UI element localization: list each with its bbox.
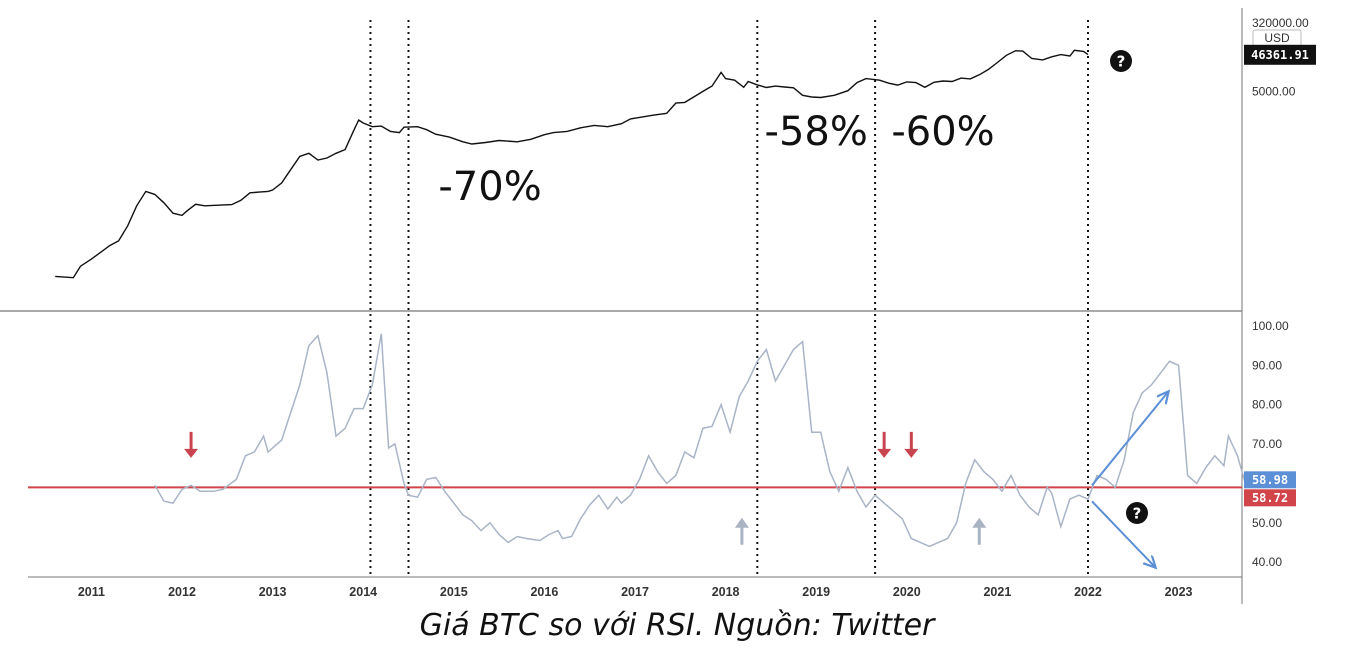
price-series-line [55, 49, 1089, 279]
rsi-tick-label: 50.00 [1252, 516, 1282, 530]
year-tick-label: 2011 [78, 585, 105, 599]
red-down-arrow-head [877, 448, 892, 458]
year-tick-label: 2012 [168, 585, 196, 599]
year-tick-label: 2023 [1165, 585, 1193, 599]
rsi-tick-label: 70.00 [1252, 437, 1282, 451]
gray-up-arrow-head [972, 517, 987, 528]
rsi-value-label: 58.72 [1252, 491, 1288, 505]
price-tick-label: 320000.00 [1252, 16, 1309, 30]
year-tick-label: 2018 [712, 585, 740, 599]
gray-up-arrow-head [734, 517, 749, 528]
year-tick-label: 2014 [349, 585, 377, 599]
projection-up-arrow-icon [1091, 392, 1168, 486]
drawdown-annotation: -60% [891, 109, 994, 155]
rsi-tick-label: 80.00 [1252, 398, 1282, 412]
year-tick-label: 2022 [1074, 585, 1102, 599]
rsi-value-badge [1244, 471, 1296, 489]
question-icon [1110, 50, 1132, 72]
year-tick-label: 2020 [893, 585, 921, 599]
rsi-value-badge [1244, 489, 1296, 507]
year-tick-label: 2015 [440, 585, 468, 599]
drawdown-annotation: -70% [438, 164, 541, 210]
year-tick-label: 2021 [983, 585, 1011, 599]
year-tick-label: 2019 [802, 585, 830, 599]
rsi-tick-label: 40.00 [1252, 555, 1282, 569]
rsi-tick-label: 90.00 [1252, 358, 1282, 372]
question-icon [1126, 502, 1148, 524]
rsi-tick-label: 100.00 [1252, 319, 1289, 333]
question-icon-glyph: ? [1117, 53, 1126, 71]
rsi-value-label: 58.98 [1252, 473, 1288, 487]
year-tick-label: 2017 [621, 585, 649, 599]
red-down-arrow-head [184, 448, 199, 458]
drawdown-annotation: -58% [765, 109, 868, 155]
current-price-label: 46361.91 [1251, 48, 1309, 62]
rsi-series-line [154, 333, 1248, 548]
year-tick-label: 2013 [259, 585, 287, 599]
chart-caption: Giá BTC so với RSI. Nguồn: Twitter [419, 608, 935, 643]
projection-down-arrow-icon [1091, 500, 1155, 567]
red-down-arrow-head [904, 448, 919, 458]
price-tick-label: 5000.00 [1252, 85, 1296, 99]
price-unit-label: USD [1264, 31, 1290, 45]
question-icon-glyph: ? [1133, 505, 1142, 523]
current-price-badge [1244, 44, 1316, 65]
year-tick-label: 2016 [530, 585, 558, 599]
